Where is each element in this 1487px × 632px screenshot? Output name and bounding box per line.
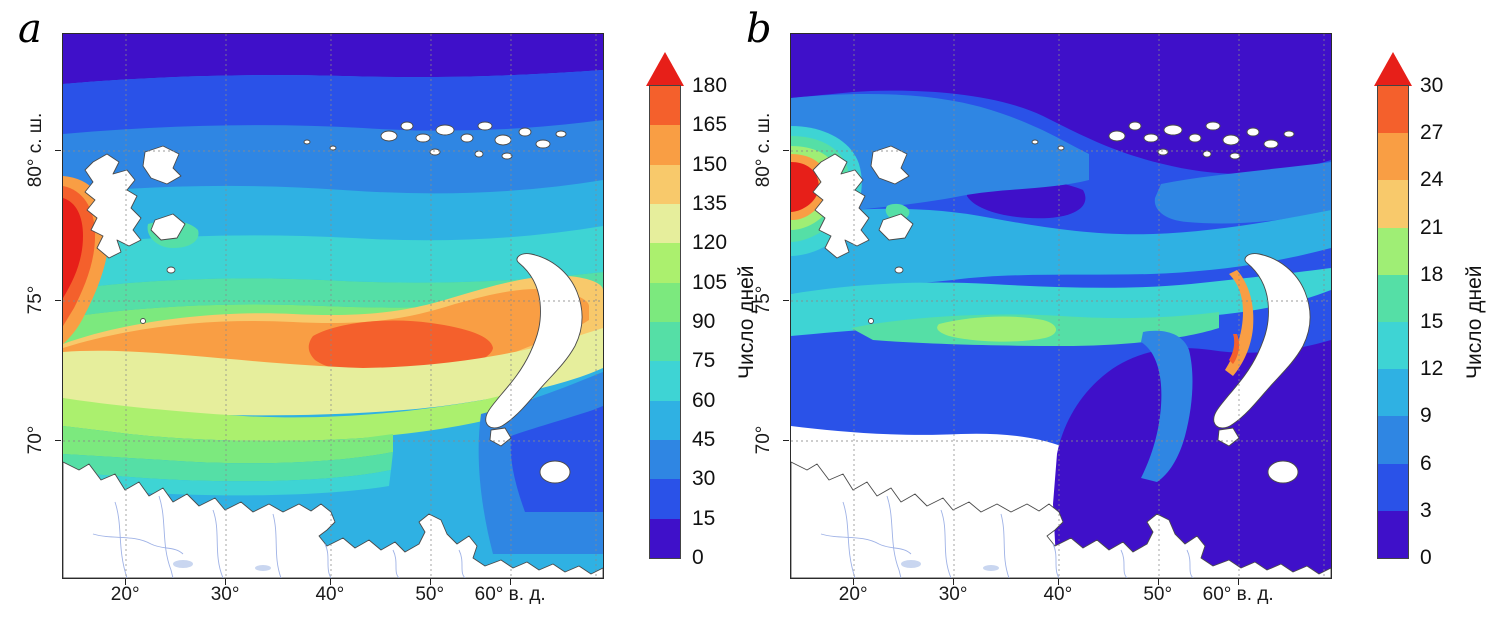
x-tick-label: 40°: [315, 584, 345, 605]
colorbar-tick-label: 165: [692, 113, 728, 137]
map-canvas-b: [791, 34, 1331, 578]
colorbar-extend-arrow-b: [1374, 52, 1412, 86]
map-b: [790, 33, 1332, 579]
colorbar-segment: [650, 86, 680, 126]
colorbar-segment: [1378, 463, 1408, 511]
y-tick-mark: [783, 439, 789, 441]
colorbar-tick-label: 0: [692, 546, 704, 569]
colorbar-tick-label: 30: [1420, 74, 1444, 97]
x-tick-label: 20°: [838, 584, 868, 605]
x-tick-label: 50°: [415, 584, 445, 605]
y-tick-label: 75°: [25, 285, 46, 315]
colorbar-tick-label: 150: [692, 152, 728, 176]
colorbar-tick-label: 27: [1420, 121, 1444, 145]
colorbar-segment: [1378, 368, 1408, 417]
colorbar-tick-label: 9: [1420, 404, 1432, 428]
colorbar-segment: [1378, 510, 1408, 558]
y-tick-mark: [55, 439, 61, 441]
colorbar-segment: [1378, 132, 1408, 181]
x-tick-mark: [510, 579, 512, 585]
colorbar-segment: [650, 518, 680, 558]
y-tick-label: 80° с. ш.: [753, 112, 774, 188]
colorbar-segment: [650, 400, 680, 440]
colorbar-tick-label: 135: [692, 192, 728, 215]
colorbar-segment: [650, 124, 680, 165]
x-tick-label: 60° в. д.: [474, 584, 546, 605]
map-canvas-a: [63, 34, 603, 578]
colorbar-tick-label: 15: [692, 506, 716, 530]
x-tick-mark: [953, 579, 955, 585]
colorbar-tick-label: 0: [1420, 546, 1432, 569]
colorbar-segment: [650, 242, 680, 283]
colorbar-tick-label: 45: [692, 428, 716, 451]
colorbar-tick-label: 24: [1420, 168, 1444, 192]
colorbar-tick-labels-b: 0 3 6 9 12 15 18 21 24 27 30: [1420, 74, 1480, 569]
colorbar-segment: [1378, 227, 1408, 275]
colorbar-tick-label: 18: [1420, 262, 1444, 286]
y-tick-label: 70°: [25, 425, 46, 455]
colorbar-b: [1377, 85, 1409, 559]
colorbar-tick-label: 60: [692, 388, 716, 412]
panel-b: b: [728, 0, 1487, 632]
colorbar-tick-label: 90: [692, 310, 716, 333]
colorbar-tick-labels-a: 0 15 30 45 60 75 90 105 120 135 150 165 180: [692, 74, 752, 569]
panel-letter-a: a: [18, 6, 42, 52]
colorbar-segment: [650, 321, 680, 362]
y-tick-mark: [783, 149, 789, 151]
y-tick-label: 80° с. ш.: [25, 112, 46, 188]
colorbar-tick-label: 105: [692, 270, 728, 294]
x-tick-mark: [429, 579, 431, 585]
x-tick-label: 30°: [938, 584, 968, 605]
colorbar-segment: [1378, 179, 1408, 228]
x-tick-label: 40°: [1043, 584, 1073, 605]
y-tick-label: 75°: [753, 285, 774, 315]
panel-a: a: [18, 6, 758, 605]
colorbar-tick-label: 15: [1420, 310, 1444, 333]
colorbar-tick-label: 120: [692, 231, 728, 255]
x-tick-label: 30°: [210, 584, 240, 605]
y-tick-mark: [783, 300, 789, 302]
colorbar-segment: [650, 164, 680, 204]
colorbar-tick-label: 75: [692, 349, 716, 373]
x-tick-label: 50°: [1143, 584, 1173, 605]
colorbar-tick-label: 30: [692, 467, 716, 491]
colorbar-segment: [650, 439, 680, 480]
colorbar-a: [649, 85, 681, 559]
colorbar-tick-label: 21: [1420, 215, 1444, 239]
colorbar-segment: [1378, 86, 1408, 134]
colorbar-axis-label-b: Число дней: [1463, 265, 1486, 379]
y-tick-mark: [55, 149, 61, 151]
colorbar-tick-label: 180: [692, 74, 728, 97]
colorbar-extend-arrow-a: [646, 52, 684, 86]
colorbar-segment: [650, 360, 680, 401]
x-tick-mark: [1157, 579, 1159, 585]
x-tick-mark: [1057, 579, 1059, 585]
map-a: [62, 33, 604, 579]
colorbar-tick-label: 12: [1420, 357, 1444, 381]
x-tick-label: 20°: [110, 584, 140, 605]
y-tick-mark: [55, 300, 61, 302]
colorbar-segment: [650, 478, 680, 519]
sea-field-a: [63, 34, 603, 578]
x-tick-mark: [225, 579, 227, 585]
y-tick-label: 70°: [753, 425, 774, 455]
colorbar-segment: [1378, 321, 1408, 370]
colorbar-segment: [650, 282, 680, 322]
x-tick-mark: [1238, 579, 1240, 585]
sea-field-b: [791, 34, 1331, 578]
x-tick-mark: [125, 579, 127, 585]
colorbar-tick-label: 3: [1420, 498, 1432, 522]
x-tick-label: 60° в. д.: [1202, 584, 1274, 605]
colorbar-segment: [1378, 274, 1408, 322]
panel-letter-b: b: [746, 6, 772, 52]
colorbar-tick-label: 6: [1420, 451, 1432, 475]
x-tick-mark: [853, 579, 855, 585]
colorbar-segment: [1378, 415, 1408, 464]
colorbar-segment: [650, 203, 680, 244]
x-tick-mark: [329, 579, 331, 585]
